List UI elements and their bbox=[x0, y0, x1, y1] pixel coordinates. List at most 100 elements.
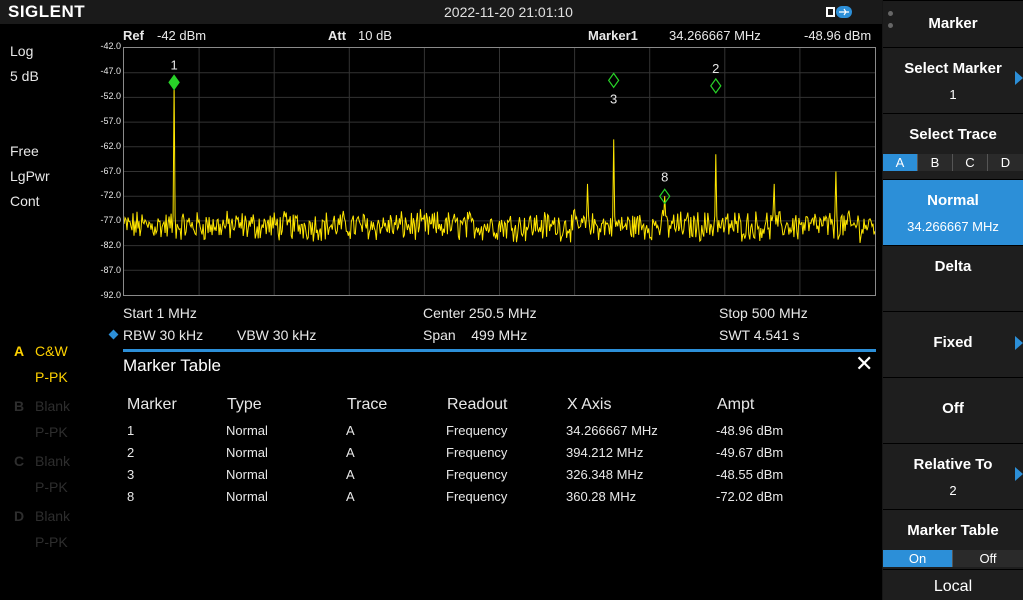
column-header: Ampt bbox=[717, 396, 755, 413]
table-cell: A bbox=[346, 445, 355, 460]
marker-table-on[interactable]: On bbox=[883, 550, 953, 567]
y-tick-label: -57.0 bbox=[100, 115, 121, 126]
y-tick-label: -52.0 bbox=[100, 90, 121, 101]
stop-freq[interactable]: Stop 500 MHz bbox=[719, 305, 808, 321]
marker-table-off[interactable]: Off bbox=[979, 551, 997, 566]
trace-option-d[interactable]: D bbox=[1000, 155, 1011, 170]
status-bar bbox=[0, 0, 882, 24]
select-marker-label: Select Marker bbox=[904, 60, 1002, 77]
table-cell: Frequency bbox=[446, 445, 508, 460]
marker-table-divider bbox=[123, 349, 876, 352]
table-cell: Frequency bbox=[446, 489, 508, 504]
table-cell: 34.266667 MHz bbox=[566, 423, 658, 438]
brand-logo: SIGLENT bbox=[8, 2, 86, 21]
table-cell: 8 bbox=[127, 489, 135, 504]
att-value[interactable]: 10 dB bbox=[358, 28, 392, 43]
trace-a-detector: P-PK bbox=[35, 369, 68, 385]
rbw-coupled-icon bbox=[108, 329, 119, 340]
table-cell: Normal bbox=[226, 445, 268, 460]
detector-type: LgPwr bbox=[10, 168, 50, 184]
spectrum-plot[interactable]: 1 2 3 8 bbox=[123, 47, 876, 296]
relative-to-value: 2 bbox=[949, 483, 957, 498]
column-header: Trace bbox=[347, 396, 388, 413]
table-cell: -72.02 dBm bbox=[716, 489, 784, 504]
table-cell: A bbox=[346, 423, 355, 438]
marker-8-label: 8 bbox=[661, 169, 668, 184]
fixed-key[interactable]: Fixed bbox=[883, 311, 1023, 377]
trace-c-letter[interactable]: C bbox=[14, 453, 25, 469]
spectrum-svg: 1 2 3 8 bbox=[124, 48, 875, 295]
relative-to-key[interactable]: Relative To 2 bbox=[883, 443, 1023, 509]
y-tick-label: -87.0 bbox=[100, 265, 121, 276]
trace-b-letter[interactable]: B bbox=[14, 398, 25, 414]
select-marker-value: 1 bbox=[949, 87, 957, 102]
sweep-mode: Cont bbox=[10, 193, 40, 209]
select-trace-label: Select Trace bbox=[909, 126, 997, 143]
trace-d-mode: Blank bbox=[35, 508, 71, 524]
column-header: Readout bbox=[447, 396, 508, 413]
local-key[interactable]: Local bbox=[883, 569, 1023, 600]
center-freq[interactable]: Center 250.5 MHz bbox=[423, 305, 537, 321]
trace-d-letter[interactable]: D bbox=[14, 508, 25, 524]
off-label: Off bbox=[942, 400, 964, 417]
trace-b-mode: Blank bbox=[35, 398, 71, 414]
close-icon[interactable]: ✕ bbox=[855, 351, 874, 376]
table-cell: 394.212 MHz bbox=[566, 445, 644, 460]
trace-b-detector: P-PK bbox=[35, 424, 68, 440]
delta-label: Delta bbox=[934, 258, 972, 275]
normal-label: Normal bbox=[927, 192, 979, 209]
y-tick-label: -77.0 bbox=[100, 215, 121, 226]
y-tick-label: -92.0 bbox=[100, 290, 121, 300]
ref-value[interactable]: -42 dBm bbox=[157, 28, 207, 43]
normal-key[interactable]: Normal 34.266667 MHz bbox=[883, 179, 1023, 245]
trace-a-letter[interactable]: A bbox=[14, 343, 25, 359]
table-cell: 3 bbox=[127, 467, 135, 482]
table-cell: 326.348 MHz bbox=[566, 467, 644, 482]
delta-key[interactable]: Delta bbox=[883, 245, 1023, 311]
start-freq[interactable]: Start 1 MHz bbox=[123, 305, 197, 321]
fixed-label: Fixed bbox=[933, 334, 973, 351]
trace-d-detector: P-PK bbox=[35, 534, 68, 550]
select-marker-key[interactable]: Select Marker 1 bbox=[883, 47, 1023, 113]
span-value[interactable]: Span 499 MHz bbox=[423, 327, 528, 343]
off-key[interactable]: Off bbox=[883, 377, 1023, 443]
table-cell: -48.55 dBm bbox=[716, 467, 784, 482]
column-header: Type bbox=[227, 396, 262, 413]
trace-option-b[interactable]: B bbox=[918, 154, 953, 171]
sweep-time[interactable]: SWT 4.541 s bbox=[719, 327, 800, 343]
trace-c-detector: P-PK bbox=[35, 479, 68, 495]
vbw-value[interactable]: VBW 30 kHz bbox=[237, 327, 317, 343]
trace-selector: A B C D bbox=[883, 154, 1023, 171]
table-cell: 1 bbox=[127, 423, 135, 438]
scale-div: 5 dB bbox=[10, 68, 39, 84]
table-cell: A bbox=[346, 467, 355, 482]
arrow-right-icon bbox=[1015, 336, 1023, 350]
table-cell: Frequency bbox=[446, 423, 508, 438]
marker-table-title: Marker Table bbox=[123, 356, 221, 375]
table-cell: Frequency bbox=[446, 467, 508, 482]
att-label: Att bbox=[328, 28, 347, 43]
trace-option-c[interactable]: C bbox=[953, 154, 988, 171]
spectrum-trace bbox=[124, 82, 875, 243]
trace-option-a[interactable]: A bbox=[883, 154, 918, 171]
marker-3-diamond bbox=[607, 72, 620, 89]
y-tick-label: -82.0 bbox=[100, 240, 121, 251]
arrow-right-icon bbox=[1015, 467, 1023, 481]
trace-c-mode: Blank bbox=[35, 453, 71, 469]
rbw-value[interactable]: RBW 30 kHz bbox=[123, 327, 204, 343]
y-tick-label: -47.0 bbox=[100, 65, 121, 76]
trace-a-mode: C&W bbox=[35, 343, 68, 359]
marker-1-label: 1 bbox=[170, 57, 177, 72]
dot-icon bbox=[888, 23, 893, 28]
marker-2-diamond bbox=[710, 77, 722, 94]
select-trace-key[interactable]: Select Trace A B C D bbox=[883, 113, 1023, 179]
table-cell: 2 bbox=[127, 445, 135, 460]
table-cell: -48.96 dBm bbox=[716, 423, 784, 438]
marker-table-key[interactable]: Marker Table On Off bbox=[883, 509, 1023, 569]
marker-table-toggle: On Off bbox=[883, 550, 1023, 567]
marker-readout-label: Marker1 bbox=[588, 28, 638, 43]
marker-8-diamond bbox=[658, 188, 671, 205]
y-tick-label: -42.0 bbox=[100, 41, 121, 51]
menu-title: Marker bbox=[928, 15, 978, 32]
column-header: X Axis bbox=[567, 396, 612, 413]
